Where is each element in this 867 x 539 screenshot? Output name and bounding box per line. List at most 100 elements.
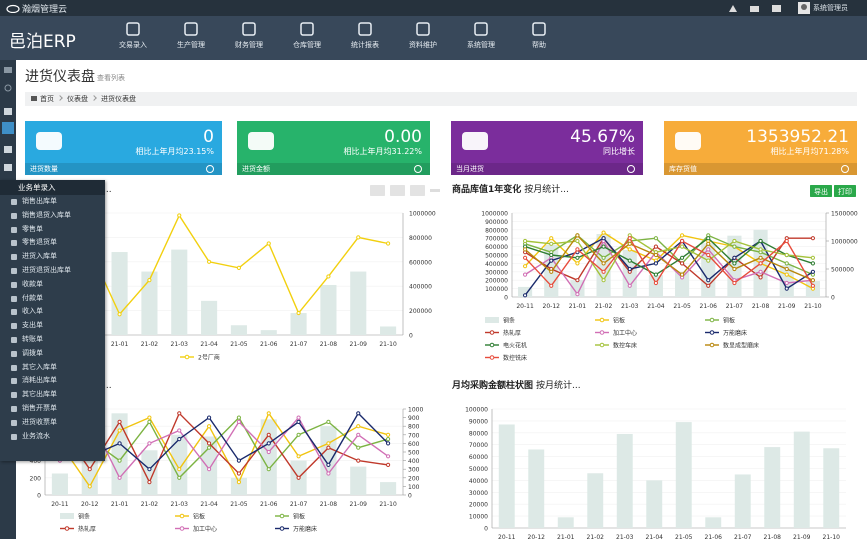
panel-title: 月均采购金额柱状图 按月统计...: [451, 379, 581, 391]
menu-item[interactable]: 进货收票单: [0, 416, 105, 430]
menu-item[interactable]: 零售退货单: [0, 236, 105, 250]
point: [356, 411, 361, 416]
y-tick-label: 40000: [469, 478, 488, 485]
bar: [646, 480, 663, 528]
legend-label: 万能磨床: [293, 525, 317, 533]
nav-item[interactable]: 系统管理: [453, 16, 509, 60]
point: [575, 247, 580, 252]
x-tick-label: 21-02: [141, 501, 159, 508]
bar: [230, 477, 247, 495]
stat-arrow: [841, 165, 849, 173]
stat-arrow: [414, 165, 422, 173]
legend-marker: [179, 526, 185, 531]
panel-button-label[interactable]: 打印: [838, 187, 852, 196]
nav-item[interactable]: 财务管理: [221, 16, 277, 60]
point: [356, 432, 361, 437]
x-tick-label: 21-08: [764, 534, 782, 539]
line: [524, 237, 814, 276]
point: [147, 467, 152, 472]
avatar[interactable]: [798, 2, 810, 14]
point: [266, 411, 271, 416]
y-tick-label: 80000: [469, 430, 488, 437]
menu-item[interactable]: 业务流水: [0, 430, 105, 444]
y2-tick-label: 800: [408, 424, 420, 431]
page-subtitle[interactable]: 查看列表: [97, 74, 125, 82]
x-tick-label: 21-05: [675, 534, 693, 539]
point: [706, 252, 711, 258]
panel-title-main: 月均采购金额柱状图: [451, 379, 533, 391]
menu-item[interactable]: 销售退货入库单: [0, 209, 105, 223]
point: [356, 445, 361, 450]
point: [117, 419, 122, 424]
breadcrumb-item[interactable]: 仪表盘: [67, 95, 88, 103]
nav-item[interactable]: 仓库管理: [279, 16, 335, 60]
nav-item[interactable]: 统计报表: [337, 16, 393, 60]
bar: [675, 271, 690, 297]
x-tick-label: 21-03: [616, 534, 634, 539]
top-bar: 瀚烟管理云 系统管理员: [0, 0, 867, 16]
point: [627, 283, 632, 288]
panel-bar: [430, 189, 440, 192]
point: [206, 424, 212, 429]
bar: [734, 474, 751, 528]
menu-item[interactable]: 进货退货出库单: [0, 264, 105, 278]
menu-item[interactable]: 其它出库单: [0, 388, 105, 402]
menu-item[interactable]: 调拨单: [0, 347, 105, 361]
point: [653, 272, 659, 277]
menu-item[interactable]: 转账单: [0, 333, 105, 347]
point: [236, 480, 242, 485]
y-tick-label: 20000: [469, 502, 488, 509]
menu-item[interactable]: 销售开票单: [0, 402, 105, 416]
bar: [260, 419, 277, 495]
stat-footer[interactable]: 进货金额: [237, 163, 430, 175]
bar: [557, 517, 574, 528]
legend-marker: [279, 513, 285, 519]
point: [326, 441, 331, 446]
stat-footer[interactable]: 当月进货: [451, 163, 643, 175]
stat-footer[interactable]: 进货数量: [25, 163, 222, 175]
menu-item[interactable]: 其它入库单: [0, 361, 105, 375]
point: [549, 258, 554, 263]
menu-item[interactable]: 收款单: [0, 278, 105, 292]
panel-title: 商品库值1年变化 按月统计...: [452, 183, 569, 195]
point: [385, 462, 391, 467]
nav-item[interactable]: 交易录入: [105, 16, 161, 60]
line: [524, 236, 814, 287]
x-tick-label: 21-04: [200, 501, 218, 508]
y-tick-label: 30000: [469, 490, 488, 497]
point: [147, 419, 152, 424]
legend-label: 加工中心: [193, 525, 217, 533]
brand-icon: [6, 4, 20, 13]
point: [679, 272, 685, 277]
menu-item[interactable]: 收入单: [0, 305, 105, 319]
menu-item[interactable]: 消耗出库单: [0, 374, 105, 388]
panel-button-label[interactable]: 导出: [814, 187, 828, 196]
bar: [350, 271, 367, 335]
menu-item[interactable]: 销售出库单: [0, 195, 105, 209]
point: [117, 475, 122, 480]
x-tick-label: 21-10: [379, 501, 397, 508]
breadcrumb-item[interactable]: 首页: [40, 95, 54, 103]
point: [810, 255, 816, 260]
point: [810, 236, 816, 241]
menu-item[interactable]: 零售单: [0, 223, 105, 237]
stat-label: 进货金额: [242, 165, 270, 173]
menu-item[interactable]: 付款单: [0, 292, 105, 306]
point: [522, 247, 528, 252]
nav-item[interactable]: 资料维护: [395, 16, 451, 60]
nav-item[interactable]: 帮助: [511, 16, 567, 60]
stat-footer[interactable]: 库存货值: [664, 163, 857, 175]
bar: [498, 424, 515, 528]
point: [147, 480, 152, 485]
stat-note: 相比上年月均31.22%: [343, 147, 422, 156]
bar: [320, 284, 337, 335]
bar: [320, 426, 337, 495]
legend-marker: [184, 354, 190, 360]
menu-item[interactable]: 进货入库单: [0, 250, 105, 264]
nav-item[interactable]: 生产管理: [163, 16, 219, 60]
user-name[interactable]: 系统管理员: [813, 4, 848, 12]
y-tick-label: 600000: [409, 259, 432, 266]
panel-subtitle: 按月统计...: [524, 183, 569, 195]
menu-item[interactable]: 支出单: [0, 319, 105, 333]
